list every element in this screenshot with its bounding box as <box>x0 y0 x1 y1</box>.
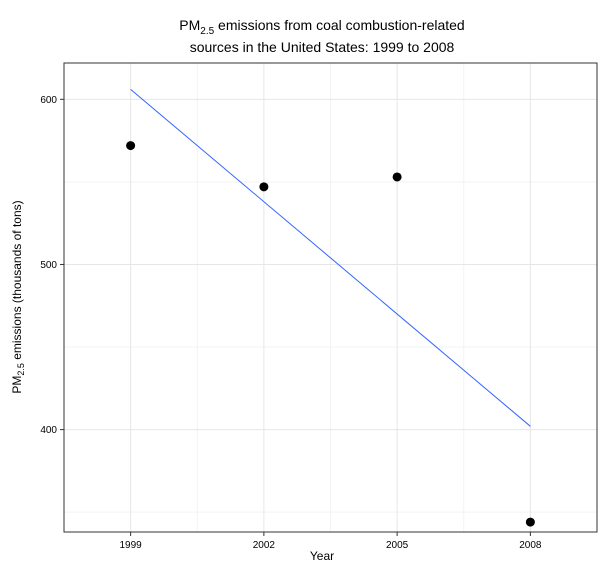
x-tick-label: 1999 <box>120 540 143 551</box>
y-axis: 400 500 600 <box>40 95 64 436</box>
x-axis-title: Year <box>310 549 334 563</box>
data-layer <box>126 89 535 527</box>
data-point <box>525 517 535 527</box>
trend-line <box>130 89 531 427</box>
panel-border <box>63 62 598 533</box>
chart-title-line2: sources in the United States: 1999 to 20… <box>190 39 455 55</box>
x-axis: 1999 2002 2005 2008 <box>120 532 542 551</box>
chart-title-line1: PM2.5 emissions from coal combustion-rel… <box>179 17 464 37</box>
y-tick-label: 600 <box>40 95 57 106</box>
y-tick-label: 400 <box>40 425 57 436</box>
y-tick-label: 500 <box>40 260 57 271</box>
grid <box>64 63 597 532</box>
x-tick-label: 2008 <box>519 540 542 551</box>
x-tick-label: 2002 <box>253 540 276 551</box>
data-point <box>126 141 136 151</box>
x-tick-label: 2005 <box>386 540 409 551</box>
data-point <box>259 182 269 192</box>
data-point <box>392 172 402 182</box>
y-axis-title: PM2.5 emissions (thousands of tons) <box>10 200 26 393</box>
